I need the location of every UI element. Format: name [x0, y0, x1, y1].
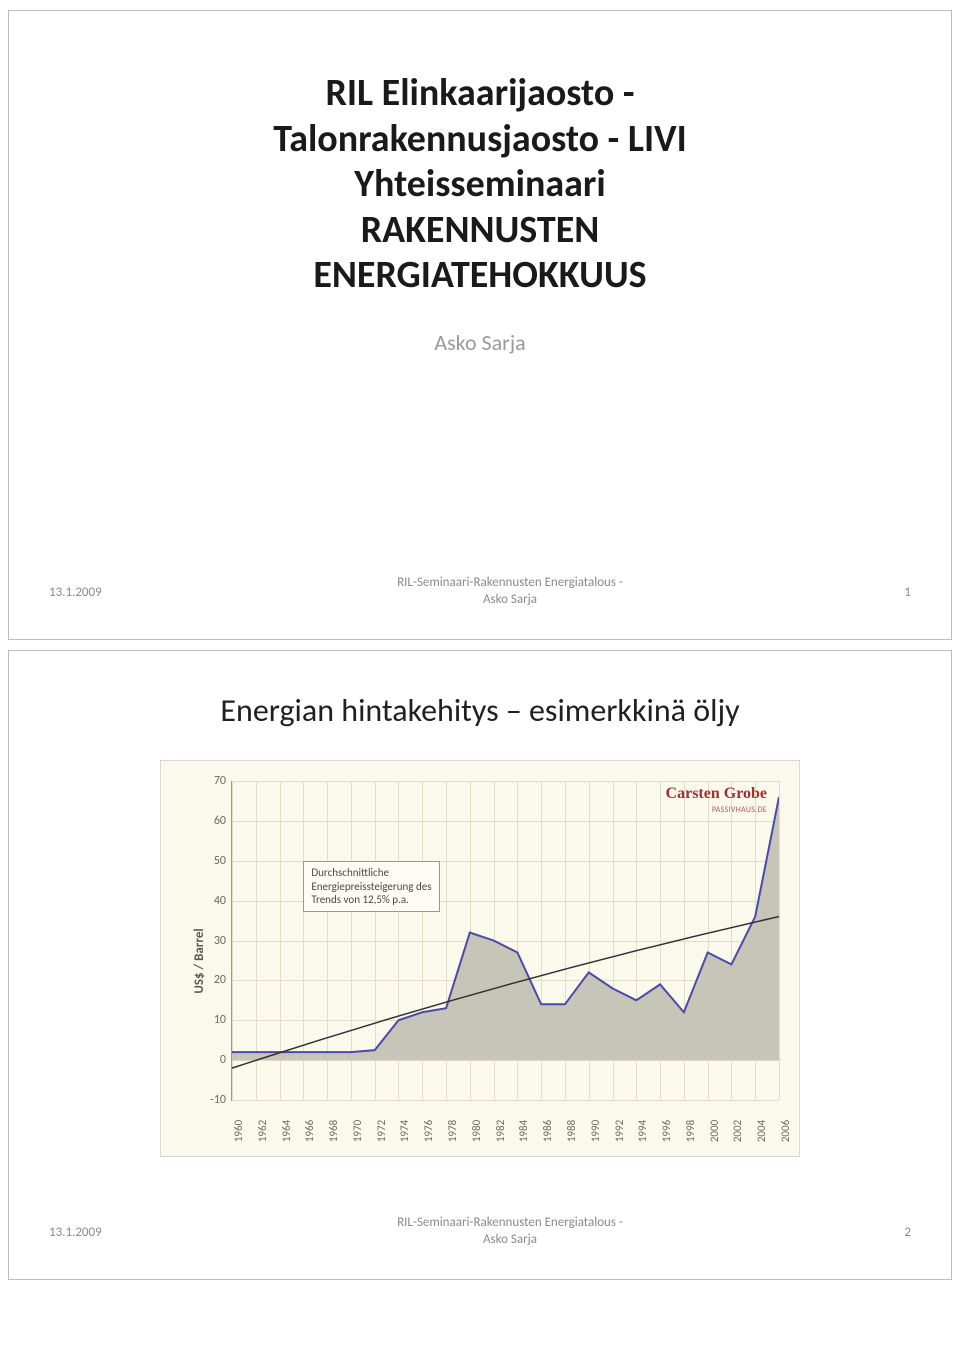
y-tick-label: 50 — [202, 854, 226, 868]
y-tick-label: 20 — [202, 973, 226, 987]
y-tick-label: 10 — [202, 1013, 226, 1027]
x-tick-label: 1992 — [613, 1120, 626, 1142]
x-tick-label: 1998 — [684, 1120, 697, 1142]
x-tick-label: 1996 — [660, 1120, 673, 1142]
annotation-line3: Trends von 12,5% p.a. — [311, 893, 431, 907]
annotation-line2: Energiepreissteigerung des — [311, 880, 431, 894]
slide-1: RIL Elinkaarijaosto - Talonrakennusjaost… — [8, 10, 952, 640]
footer-page-number: 1 — [851, 585, 911, 600]
x-tick-label: 1974 — [398, 1120, 411, 1142]
footer-center: RIL-Seminaari-Rakennusten Energiatalous … — [169, 575, 851, 609]
annotation-box: DurchschnittlicheEnergiepreissteigerung … — [303, 861, 439, 912]
slide1-footer: 13.1.2009 RIL-Seminaari-Rakennusten Ener… — [49, 575, 911, 609]
footer-page-number: 2 — [851, 1225, 911, 1240]
gridline-h — [232, 1100, 779, 1101]
footer-center-line2: Asko Sarja — [483, 592, 537, 607]
x-tick-label: 1964 — [280, 1120, 293, 1142]
slide1-title-block: RIL Elinkaarijaosto - Talonrakennusjaost… — [49, 71, 911, 299]
x-tick-label: 2004 — [755, 1120, 768, 1142]
x-tick-label: 1972 — [375, 1120, 388, 1142]
y-tick-label: 70 — [202, 774, 226, 788]
annotation-line1: Durchschnittliche — [311, 866, 431, 880]
slide1-author: Asko Sarja — [49, 329, 911, 356]
x-tick-label: 2002 — [731, 1120, 744, 1142]
x-tick-label: 1968 — [327, 1120, 340, 1142]
y-tick-label: 30 — [202, 934, 226, 948]
x-tick-label: 1988 — [565, 1120, 578, 1142]
gridline-v — [779, 781, 780, 1100]
chart-sub-attribution: PASSIVHAUS.DE — [712, 805, 767, 815]
x-tick-label: 1966 — [303, 1120, 316, 1142]
x-tick-label: 1982 — [494, 1120, 507, 1142]
footer-date: 13.1.2009 — [49, 1225, 169, 1240]
footer-center-line1: RIL-Seminaari-Rakennusten Energiatalous … — [397, 575, 623, 590]
title-line-3: Yhteisseminaari — [49, 162, 911, 208]
x-tick-label: 1980 — [470, 1120, 483, 1142]
y-tick-label: 0 — [202, 1053, 226, 1067]
footer-center-line1: RIL-Seminaari-Rakennusten Energiatalous … — [397, 1215, 623, 1230]
chart-attribution: Carsten Grobe — [666, 785, 767, 803]
title-line-4: RAKENNUSTEN — [49, 208, 911, 254]
title-line-2: Talonrakennusjaosto - LIVI — [49, 117, 911, 163]
x-tick-label: 2006 — [779, 1120, 792, 1142]
chart-svg — [232, 781, 779, 1100]
x-tick-label: 1962 — [256, 1120, 269, 1142]
slide2-title: Energian hintakehitys – esimerkkinä öljy — [49, 691, 911, 730]
x-tick-label: 1978 — [446, 1120, 459, 1142]
x-tick-label: 1970 — [351, 1120, 364, 1142]
x-tick-label: 1960 — [232, 1120, 245, 1142]
price-area-fill — [232, 797, 779, 1060]
chart-inner: US$ / Barrel -10010203040506070196019621… — [161, 771, 799, 1151]
y-tick-label: -10 — [202, 1093, 226, 1107]
plot-area: -100102030405060701960196219641966196819… — [231, 781, 779, 1101]
y-tick-label: 60 — [202, 814, 226, 828]
x-tick-label: 1994 — [636, 1120, 649, 1142]
x-tick-label: 1986 — [541, 1120, 554, 1142]
x-tick-label: 1976 — [422, 1120, 435, 1142]
y-tick-label: 40 — [202, 894, 226, 908]
x-tick-label: 2000 — [708, 1120, 721, 1142]
x-tick-label: 1990 — [589, 1120, 602, 1142]
oil-price-chart: US$ / Barrel -10010203040506070196019621… — [160, 760, 800, 1157]
footer-date: 13.1.2009 — [49, 585, 169, 600]
title-line-5: ENERGIATEHOKKUUS — [49, 253, 911, 299]
footer-center: RIL-Seminaari-Rakennusten Energiatalous … — [169, 1215, 851, 1249]
footer-center-line2: Asko Sarja — [483, 1232, 537, 1247]
slide-2: Energian hintakehitys – esimerkkinä öljy… — [8, 650, 952, 1280]
slide2-footer: 13.1.2009 RIL-Seminaari-Rakennusten Ener… — [49, 1215, 911, 1249]
x-tick-label: 1984 — [517, 1120, 530, 1142]
document-page: RIL Elinkaarijaosto - Talonrakennusjaost… — [0, 10, 960, 1280]
title-line-1: RIL Elinkaarijaosto - — [49, 71, 911, 117]
